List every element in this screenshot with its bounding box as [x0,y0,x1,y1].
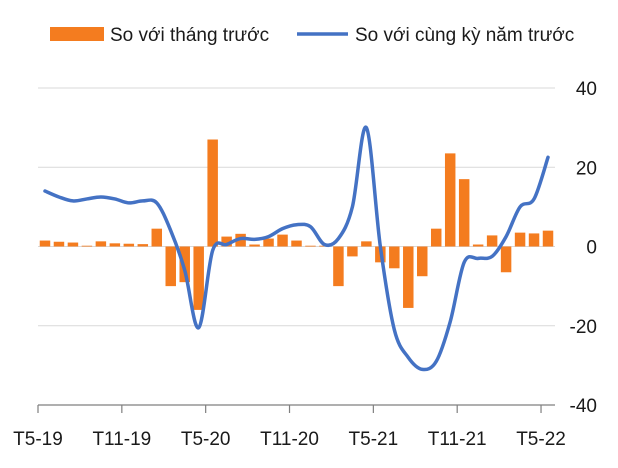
line-path [43,125,550,372]
x-tick-label: T5-21 [349,429,399,450]
bar [305,245,316,247]
bar [249,244,260,247]
x-tick-label: T5-22 [516,429,566,450]
x-tick-label: T5-19 [13,429,63,450]
x-tick-label: T11-19 [92,429,151,450]
bar [444,153,456,247]
y-tick-label: -40 [570,396,597,417]
bar [277,234,288,247]
bar [514,232,526,247]
y-tick-label: 20 [576,158,597,179]
x-tick-label: T11-21 [428,429,487,450]
bar [165,246,176,287]
bar [347,246,358,257]
x-tick-label: T11-20 [260,429,319,450]
bar [333,246,344,287]
bar [193,246,204,310]
legend-swatch-bar [50,27,104,41]
y-tick-label: 40 [576,79,597,100]
y-tick-label: -20 [570,317,597,338]
bar [95,241,107,247]
y-axis: 40 20 0 -20 -40 [570,79,597,417]
bar [542,230,554,247]
bar [403,246,414,308]
y-tick-label: 0 [586,238,597,259]
bar [472,244,484,247]
legend: So với tháng trước So với cùng kỳ năm trư… [50,25,574,46]
legend-label-bar: So với tháng trước [110,25,269,46]
bar [389,246,400,269]
bar [263,238,274,247]
line-series [43,125,550,372]
gridlines [38,87,555,327]
bar [67,242,79,247]
bar [528,233,540,247]
bar [207,139,218,247]
bar [81,245,93,247]
bar [109,243,121,247]
bar [151,228,163,247]
bar [53,241,65,247]
bar [430,228,442,247]
bar [291,240,302,247]
x-tick-label: T5-20 [181,429,231,450]
x-axis: T5-19 T11-19 T5-20 T11-20 T5-21 T11-21 T5-22 [13,404,566,450]
bar [137,244,149,247]
bar [486,235,498,247]
bar [417,246,428,277]
bar [500,246,512,273]
legend-label-line: So với cùng kỳ năm trước [355,25,574,46]
bar [361,241,372,247]
bar [39,240,51,247]
bar [123,243,135,247]
bar [221,236,232,247]
bar [458,179,470,247]
